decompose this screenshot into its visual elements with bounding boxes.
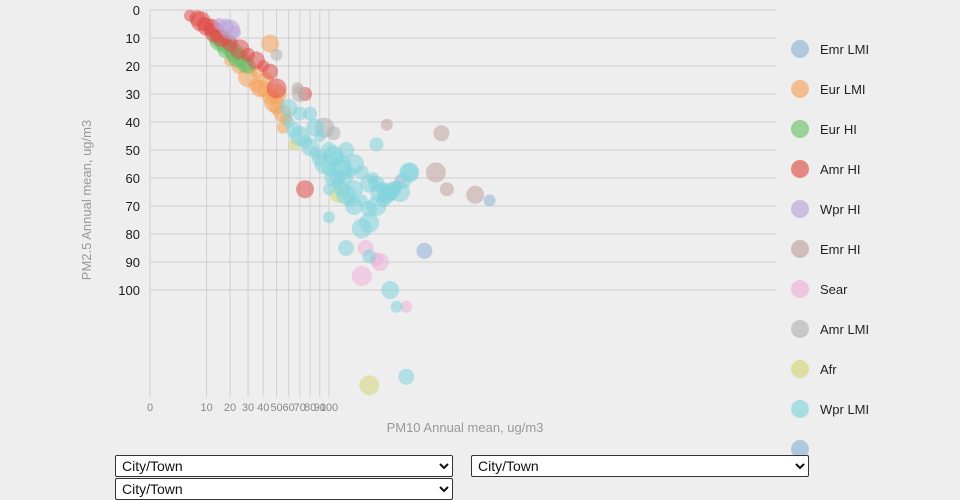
- y-tick-label: 10: [126, 31, 140, 46]
- x-tick-label: 10: [200, 402, 212, 414]
- y-tick-label: 70: [126, 199, 140, 214]
- legend-label: Wpr LMI: [820, 402, 869, 417]
- y-tick-label: 60: [126, 171, 140, 186]
- data-point: [266, 78, 287, 99]
- data-point: [261, 34, 280, 53]
- data-point: [400, 300, 413, 313]
- x-tick-label: 90: [314, 402, 326, 414]
- legend-swatch: [791, 120, 809, 138]
- y-axis-ticks: 0 10 20 30 40 50 60 70 80 90 100: [118, 3, 140, 298]
- legend-swatch: [791, 280, 809, 298]
- data-point: [326, 126, 341, 141]
- data-point: [262, 63, 279, 80]
- y-tick-label: 100: [118, 283, 140, 298]
- data-point: [279, 99, 298, 117]
- data-point: [381, 281, 400, 299]
- legend-swatch: [791, 240, 809, 258]
- legend-label: Wpr HI: [820, 202, 860, 217]
- x-tick-label: 40: [257, 402, 269, 414]
- y-tick-label: 40: [126, 115, 140, 130]
- data-point: [390, 300, 403, 313]
- x-tick-label: 60: [283, 402, 295, 414]
- legend-label: Eur HI: [820, 122, 857, 137]
- y-axis-title: PM2.5 Annual mean, ug/m3: [79, 120, 94, 280]
- legend-label: Sear: [820, 282, 848, 297]
- x-tick-label: 80: [304, 402, 316, 414]
- legend-label: Emr HI: [820, 242, 860, 257]
- data-point: [323, 211, 335, 224]
- y-tick-label: 80: [126, 227, 140, 242]
- data-point: [389, 182, 410, 202]
- data-point: [416, 242, 433, 259]
- data-point: [323, 183, 335, 196]
- y-tick-label: 30: [126, 87, 140, 102]
- data-point: [400, 163, 419, 182]
- legend-swatch: [791, 160, 809, 178]
- legend-label: Emr LMI: [820, 42, 869, 57]
- legend-label: Afr: [820, 362, 837, 377]
- x-tick-label: 0: [147, 402, 153, 414]
- legend-swatch: [791, 80, 809, 98]
- data-point: [380, 118, 393, 131]
- data-point: [345, 180, 364, 199]
- legend-label: Amr HI: [820, 162, 860, 177]
- x-tick-label: 100: [320, 402, 338, 414]
- x-tick-label: 20: [224, 402, 236, 414]
- x-tick-label: 30: [242, 402, 254, 414]
- data-points: [184, 9, 496, 396]
- data-point: [369, 137, 384, 152]
- region-select-2[interactable]: City/Town: [471, 455, 809, 477]
- y-tick-label: 50: [126, 143, 140, 158]
- legend-swatch: [791, 360, 809, 378]
- data-point: [466, 185, 485, 204]
- data-point: [313, 130, 326, 142]
- data-point: [359, 212, 380, 233]
- x-tick-label: 70: [294, 402, 306, 414]
- data-point: [433, 125, 450, 142]
- legend-label: Amr LMI: [820, 322, 869, 337]
- data-point: [359, 375, 380, 396]
- y-tick-label: 20: [126, 59, 140, 74]
- data-point: [362, 249, 377, 264]
- y-tick-label: 0: [133, 3, 140, 18]
- data-point: [296, 180, 315, 199]
- y-tick-label: 90: [126, 255, 140, 270]
- data-point: [425, 162, 446, 183]
- data-point: [338, 142, 355, 158]
- data-point: [226, 25, 241, 40]
- data-point: [351, 266, 372, 286]
- legend-swatch: [791, 440, 809, 458]
- data-point: [483, 194, 496, 207]
- data-point: [338, 240, 355, 256]
- data-point: [439, 182, 454, 197]
- data-point: [303, 106, 318, 121]
- x-tick-label: 50: [270, 402, 282, 414]
- legend-swatch: [791, 320, 809, 338]
- grid-lines: [149, 9, 777, 397]
- x-axis-title: PM10 Annual mean, ug/m3: [387, 420, 544, 435]
- data-point: [270, 48, 283, 61]
- region-select-1[interactable]: City/Town: [115, 455, 453, 477]
- legend-swatch: [791, 200, 809, 218]
- legend-label: Eur LMI: [820, 82, 866, 97]
- data-point: [398, 368, 415, 385]
- legend-swatch: [791, 400, 809, 418]
- data-point: [291, 86, 308, 102]
- region-select-3[interactable]: City/Town: [115, 478, 453, 500]
- legend-swatch: [791, 40, 809, 58]
- legend: Emr LMI Eur LMI Eur HI Amr HI Wpr HI Emr HI Se…: [791, 40, 869, 458]
